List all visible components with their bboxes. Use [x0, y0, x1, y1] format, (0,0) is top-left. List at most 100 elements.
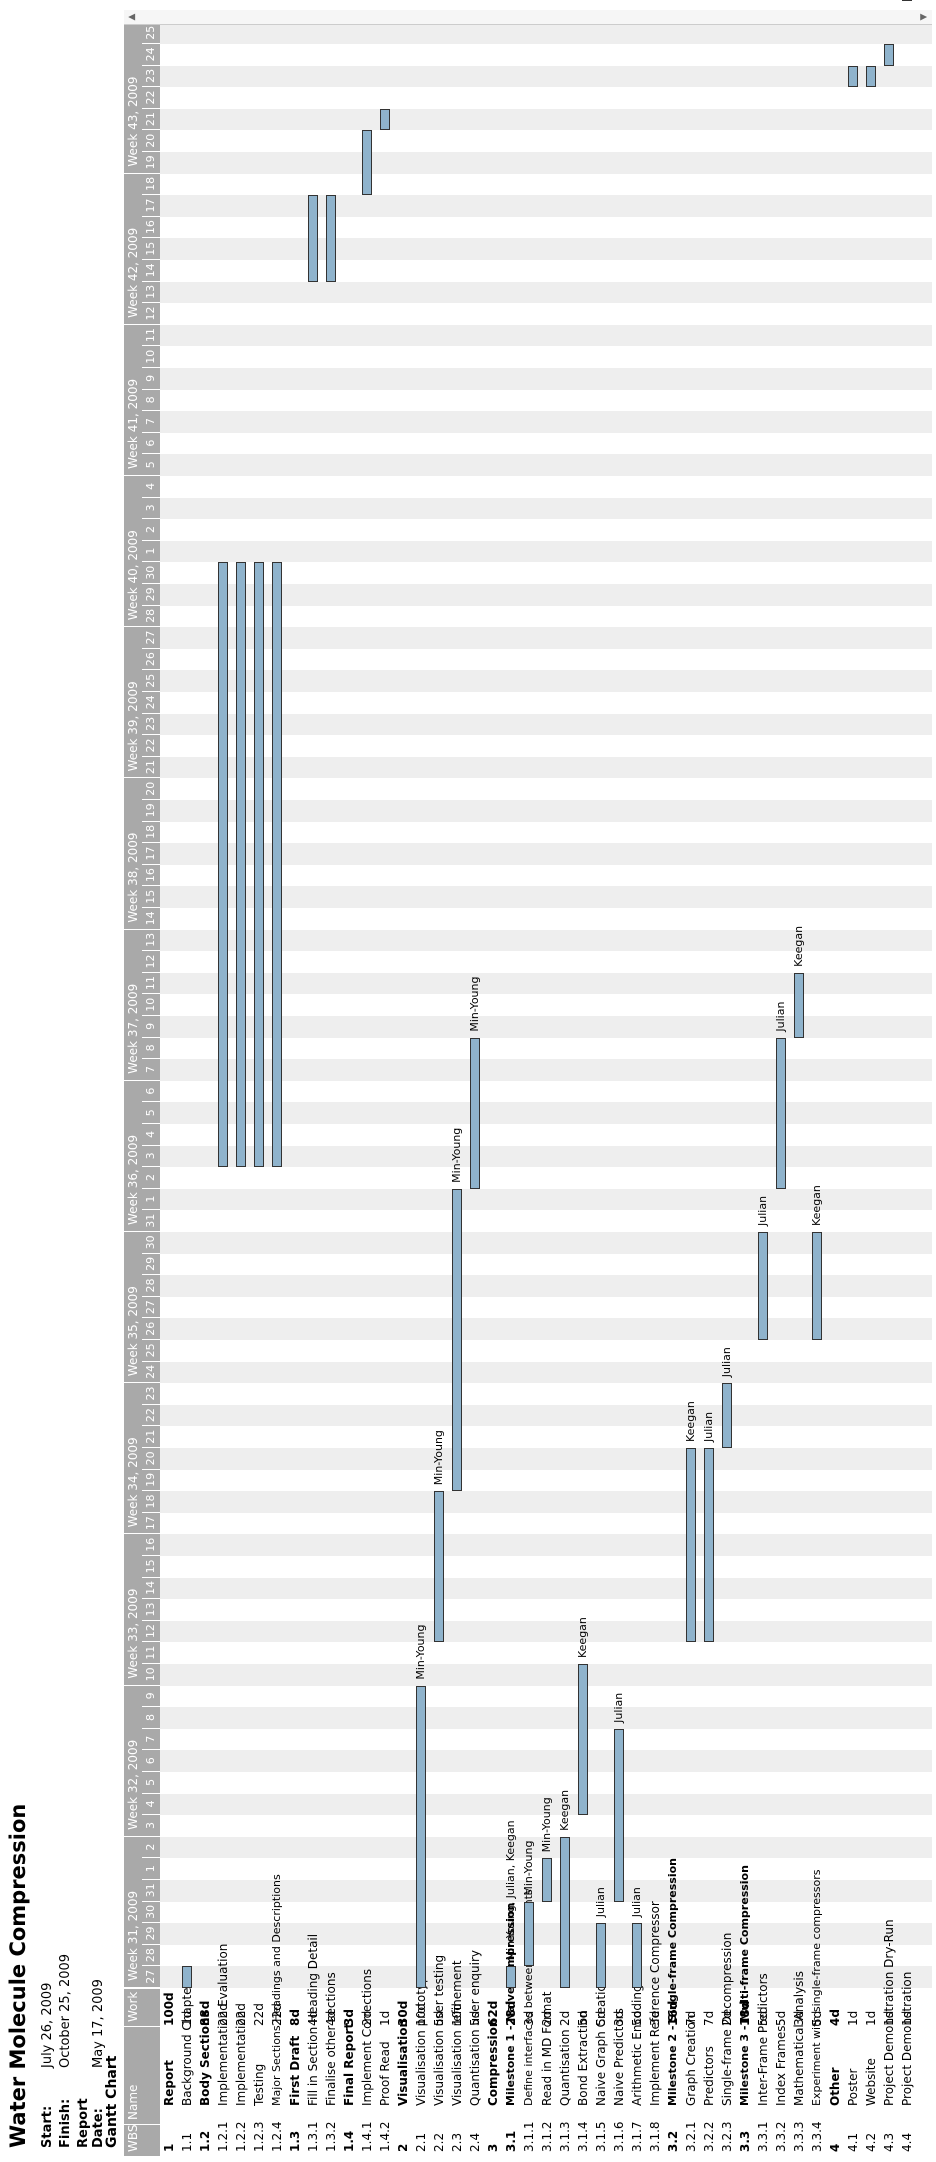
day-header: 19: [142, 1469, 160, 1492]
task-row[interactable]: 1.2.3 Testing 22d: [250, 26, 268, 2156]
task-bar[interactable]: [632, 1923, 642, 1988]
task-row[interactable]: 1.3.2 Finalise other sections 4d: [322, 26, 340, 2156]
week-header: Week 35, 2009: [124, 1232, 142, 1384]
resource-label: Min-Young, Julian, Keegan: [504, 1820, 517, 1961]
task-row[interactable]: 1.3 First Draft 8d: [286, 26, 304, 2156]
task-row[interactable]: 3.3.2 Index Frames 5d Julian: [772, 26, 790, 2156]
task-row[interactable]: 3.1.5 Naive Graph Creation 5d Julian: [592, 26, 610, 2156]
task-bar[interactable]: [506, 1966, 516, 1988]
task-row[interactable]: 2.1 Visualisation prototype 10d Min-Young: [412, 26, 430, 2156]
task-row[interactable]: 3.1.6 Naive Predictors 3d Julian: [610, 26, 628, 2156]
task-bar[interactable]: [758, 1232, 768, 1340]
scroll-down-icon[interactable]: ▼: [919, 13, 929, 21]
task-work: 22d: [270, 2003, 284, 2026]
task-row[interactable]: 4.4 Project Demonstration 1d: [898, 0, 916, 2156]
task-row[interactable]: 2.3 Visualisation refinement 10d Min-Young: [448, 26, 466, 2156]
task-row[interactable]: 2 Visualisation 30d: [394, 26, 412, 2156]
task-row[interactable]: 3.3.4 Experiment with single-frame compre…: [808, 26, 826, 2156]
task-bar[interactable]: [560, 1836, 570, 1988]
task-work: 1d: [900, 2010, 914, 2026]
task-row[interactable]: 3.1.1 Define interfaces between component…: [520, 26, 538, 2156]
project-title: Water Molecule Compression: [6, 1803, 30, 2148]
task-bar[interactable]: [866, 65, 876, 88]
task-bar[interactable]: [578, 1664, 588, 1816]
task-row[interactable]: 3.1.2 Read in MD Format 2d Min-Young: [538, 26, 556, 2156]
task-bar[interactable]: [794, 972, 804, 1038]
task-row[interactable]: 1.2.4 Major Sections Headings and Descrip…: [268, 26, 286, 2156]
task-bar[interactable]: [722, 1383, 732, 1448]
task-bar[interactable]: [524, 1901, 534, 1967]
task-row[interactable]: 3.1.4 Bond Extraction 5d Keegan: [574, 26, 592, 2156]
task-bar[interactable]: [182, 1966, 192, 1988]
task-row[interactable]: 4.1 Poster 1d: [844, 26, 862, 2156]
task-work: 10d: [414, 2003, 428, 2026]
day-header: 20: [142, 130, 160, 152]
task-row[interactable]: 3.3.1 Inter-Frame Predictors 5d Julian: [754, 26, 772, 2156]
task-row[interactable]: 4.3 Project Demonstration Dry-Run 1d: [880, 26, 898, 2156]
task-row[interactable]: 1.4 Final Report 3d: [340, 26, 358, 2156]
task-row[interactable]: 1.2.2 Implementation 22d: [232, 26, 250, 2156]
day-header: 4: [142, 1124, 160, 1146]
task-bar[interactable]: [704, 1448, 714, 1643]
task-bar[interactable]: [326, 195, 336, 282]
task-row[interactable]: 2.2 Visualisation user testing 5d Min-Young: [430, 26, 448, 2156]
day-header: 21: [142, 756, 160, 779]
task-row[interactable]: 3.1.3 Quantisation 2d Keegan: [556, 26, 574, 2156]
task-bar[interactable]: [884, 44, 894, 66]
task-bar[interactable]: [812, 1232, 822, 1340]
task-bar[interactable]: [254, 562, 264, 1168]
task-bar[interactable]: [614, 1728, 624, 1902]
task-bar[interactable]: [272, 562, 282, 1168]
task-row[interactable]: 3.1.8 Implement Reference Compressor 3d: [646, 26, 664, 2156]
task-row[interactable]: 1 Report 100d: [160, 26, 178, 2156]
task-bar[interactable]: [452, 1188, 462, 1492]
task-name: Quantisation user enquiry: [468, 1949, 482, 2106]
day-header: 24: [142, 692, 160, 714]
task-row[interactable]: 3.2.3 Single-frame Decompression 2d Julian: [718, 26, 736, 2156]
task-row[interactable]: 1.1 Background Chapter 1d: [178, 26, 196, 2156]
task-bar[interactable]: [434, 1491, 444, 1643]
task-row[interactable]: 1.3.1 Fill in Section Heading Detail 4d: [304, 26, 322, 2156]
task-bar[interactable]: [848, 65, 858, 88]
task-bar[interactable]: [218, 562, 228, 1168]
task-row[interactable]: 3.2 Milestone 2 - Single-frame Compressio…: [664, 26, 682, 2156]
task-row[interactable]: 1.2 Body Sections 88d: [196, 26, 214, 2156]
task-row[interactable]: 3.2.2 Predictors 7d Julian: [700, 26, 718, 2156]
day-header: 25: [142, 1340, 160, 1362]
task-bar[interactable]: [902, 0, 912, 1]
task-work: 4d: [306, 2010, 320, 2026]
task-bar[interactable]: [596, 1923, 606, 1988]
task-row[interactable]: 3.2.1 Graph Creation 7d Keegan: [682, 26, 700, 2156]
task-row[interactable]: 3.1.7 Arithmetic Encoding 5d Julian: [628, 26, 646, 2156]
task-bar[interactable]: [776, 1037, 786, 1189]
task-bar[interactable]: [416, 1685, 426, 1988]
task-bar[interactable]: [686, 1448, 696, 1643]
task-wbs: 3.2.2: [702, 2121, 716, 2152]
task-row[interactable]: 1.2.1 Implementation Evaluation 22d: [214, 26, 232, 2156]
task-row[interactable]: 1.4.2 Proof Read 1d: [376, 26, 394, 2156]
task-row[interactable]: 4.2 Website 1d: [862, 26, 880, 2156]
task-row[interactable]: 2.4 Quantisation user enquiry 5d Min-Young: [466, 26, 484, 2156]
task-row[interactable]: 1.4.1 Implement Corrections 2d: [358, 26, 376, 2156]
task-row[interactable]: 3.3 Milestone 3 - Multi-frame Compression…: [736, 26, 754, 2156]
task-name: Visualisation refinement: [450, 1960, 464, 2106]
task-bar[interactable]: [236, 562, 246, 1168]
task-name: Index Frames: [774, 2025, 788, 2107]
task-row[interactable]: 4 Other 4d: [826, 26, 844, 2156]
task-bar[interactable]: [380, 108, 390, 131]
task-row[interactable]: 3 Compression 62d: [484, 26, 502, 2156]
task-row[interactable]: 3.3.3 Mathematical Analysis 3d Keegan: [790, 26, 808, 2156]
task-row[interactable]: 3.1 Milestone 1 - Naive Compression 28d Min…: [502, 26, 520, 2156]
task-work: 18d: [738, 2000, 752, 2026]
vertical-scrollbar[interactable]: ▲ ▼: [124, 10, 932, 25]
task-bar[interactable]: [308, 195, 318, 282]
scroll-up-icon[interactable]: ▲: [127, 13, 137, 21]
task-name: Visualisation: [396, 2018, 410, 2106]
task-wbs: 4.2: [864, 2132, 878, 2152]
resource-label: Julian: [594, 1887, 607, 1918]
task-bar[interactable]: [542, 1858, 552, 1902]
task-work: 22d: [234, 2003, 248, 2026]
day-header: 1: [142, 1858, 160, 1880]
task-bar[interactable]: [470, 1037, 480, 1189]
task-bar[interactable]: [362, 130, 372, 196]
